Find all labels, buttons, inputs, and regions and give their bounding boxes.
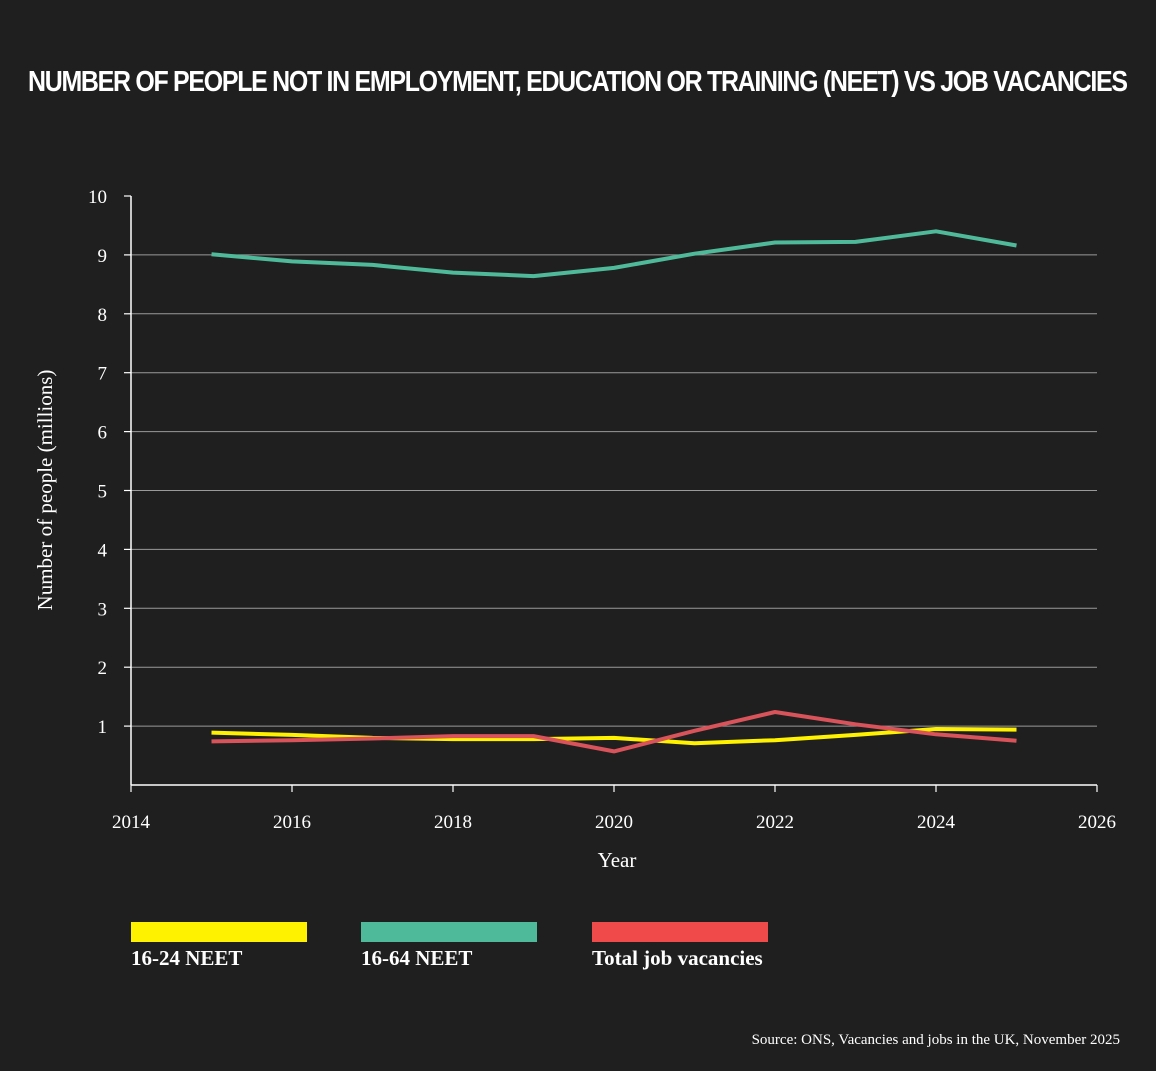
x-tick-label: 2016	[273, 812, 311, 833]
legend-item-total-job-vacancies: Total job vacancies	[592, 922, 768, 971]
y-tick-label: 4	[98, 540, 108, 561]
x-tick-label: 2026	[1078, 812, 1116, 833]
legend-swatch	[592, 922, 768, 942]
legend-item-16-64-neet: 16-64 NEET	[361, 922, 537, 971]
legend-swatch	[131, 922, 307, 942]
y-tick-label: 6	[98, 423, 108, 444]
y-tick-label: 9	[98, 246, 108, 267]
x-axis-ticks: 2014 2016 2018 2020 2022 2024 2026	[112, 785, 1116, 833]
y-axis-label: Number of people (millions)	[33, 370, 57, 611]
x-tick-label: 2024	[917, 812, 956, 833]
source-note: Source: ONS, Vacancies and jobs in the U…	[751, 1032, 1120, 1048]
grid-lines	[131, 254, 1097, 727]
series-line-16-64-neet	[211, 229, 1017, 279]
y-tick-label: 3	[98, 599, 108, 620]
legend-item-16-24-neet: 16-24 NEET	[131, 922, 307, 971]
x-axis-label: Year	[598, 848, 637, 872]
legend-label: Total job vacancies	[592, 946, 763, 970]
x-tick-label: 2014	[112, 812, 151, 833]
y-tick-label: 7	[98, 364, 108, 385]
legend-label: 16-64 NEET	[361, 946, 473, 970]
series-lines	[211, 229, 1017, 754]
legend-label: 16-24 NEET	[131, 946, 243, 970]
chart-title: NUMBER OF PEOPLE NOT IN EMPLOYMENT, EDUC…	[28, 66, 1128, 98]
x-tick-label: 2018	[434, 812, 472, 833]
y-tick-label: 2	[98, 658, 108, 679]
y-tick-label: 1	[98, 717, 108, 738]
y-axis-ticks: 1 2 3 4 5 6 7 8 9 10	[88, 187, 131, 738]
series-line-16-24-neet	[211, 727, 1017, 746]
series-line-total-job-vacancies	[211, 710, 1017, 754]
legend-swatch	[361, 922, 537, 942]
y-tick-label: 10	[88, 187, 107, 208]
x-tick-label: 2020	[595, 812, 633, 833]
y-tick-label: 5	[98, 482, 108, 503]
x-tick-label: 2022	[756, 812, 794, 833]
y-tick-label: 8	[98, 305, 108, 326]
